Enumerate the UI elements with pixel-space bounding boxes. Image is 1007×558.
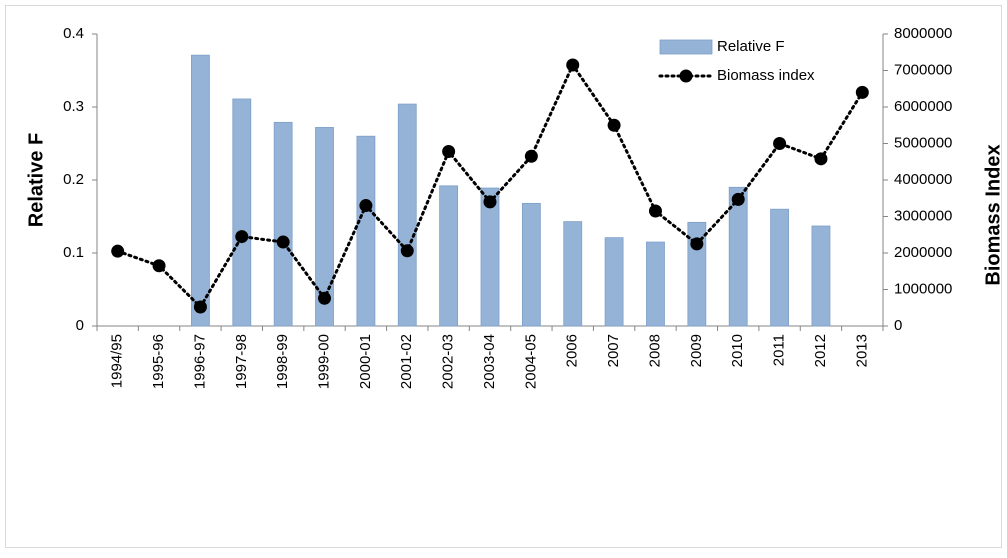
bar [770, 208, 789, 327]
point [773, 137, 787, 150]
point [524, 149, 538, 163]
legend-label: Biomass index [717, 67, 815, 84]
bar [563, 221, 583, 327]
x-tick-label: 1996-97 [191, 334, 208, 389]
bar [232, 98, 252, 327]
y-tick-label: 0.2 [63, 171, 84, 188]
bar [191, 54, 210, 327]
chart-frame [5, 5, 1002, 548]
bar [356, 135, 376, 327]
point [318, 291, 332, 305]
point [193, 300, 207, 314]
x-tick-label: 2002-03 [440, 334, 457, 389]
bar [315, 127, 334, 327]
point [152, 259, 166, 273]
point [400, 244, 414, 258]
y2-tick-label: 0 [894, 317, 902, 334]
point [111, 244, 125, 258]
legend-swatch [659, 39, 713, 55]
bar [728, 186, 748, 327]
x-tick-label: 2008 [646, 334, 663, 367]
legend-label: Relative F [717, 38, 785, 55]
y2-tick-label: 5000000 [894, 134, 952, 151]
point [566, 58, 580, 72]
point [483, 195, 497, 209]
point [359, 199, 373, 213]
x-tick-label: 2001-02 [398, 334, 415, 389]
x-tick-label: 2006 [564, 334, 581, 367]
y-tick-label: 0 [76, 317, 84, 334]
point [731, 192, 745, 206]
x-tick-label: 2007 [605, 334, 622, 367]
x-tick-label: 1998-99 [274, 334, 291, 389]
x-tick-label: 2011 [771, 334, 788, 366]
x-tick-label: 1994/95 [109, 334, 126, 388]
point [276, 235, 290, 249]
x-tick-label: 1999-00 [315, 334, 332, 389]
y2-tick-label: 6000000 [894, 98, 952, 115]
bar [439, 185, 459, 327]
x-tick-label: 1995-96 [150, 334, 167, 389]
x-tick-label: 2009 [688, 334, 705, 367]
bar [646, 241, 665, 327]
y2-tick-label: 7000000 [894, 61, 952, 78]
point [442, 145, 456, 159]
bar [521, 202, 541, 327]
x-tick-label: 2010 [729, 334, 746, 367]
x-tick-label: 2012 [812, 334, 829, 367]
point [648, 204, 662, 218]
bar [811, 225, 831, 327]
legend-marker [679, 69, 693, 83]
x-tick-label: 2004-05 [522, 334, 539, 389]
x-tick-label: 1997-98 [233, 334, 250, 389]
x-tick-label: 2003-04 [481, 334, 498, 389]
point [855, 85, 869, 99]
y2-tick-label: 4000000 [894, 171, 952, 188]
bar [397, 103, 417, 327]
y2-tick-label: 1000000 [894, 280, 952, 297]
y2-tick-label: 2000000 [894, 244, 952, 261]
y-tick-label: 0.1 [63, 244, 84, 261]
y-tick-label: 0.3 [63, 98, 84, 115]
y2-tick-label: 3000000 [894, 207, 952, 224]
x-tick-label: 2013 [853, 334, 870, 367]
bar [480, 187, 500, 327]
bar [273, 121, 293, 327]
y-tick-label: 0.4 [63, 25, 84, 42]
point [690, 237, 704, 251]
point [607, 118, 621, 132]
point [235, 230, 249, 244]
y-axis-title: Relative F [25, 133, 47, 227]
y2-axis-title: Biomass Index [982, 144, 1004, 285]
bar [604, 237, 624, 327]
y2-tick-label: 8000000 [894, 25, 952, 42]
x-tick-label: 2000-01 [357, 334, 374, 389]
point [814, 152, 828, 166]
